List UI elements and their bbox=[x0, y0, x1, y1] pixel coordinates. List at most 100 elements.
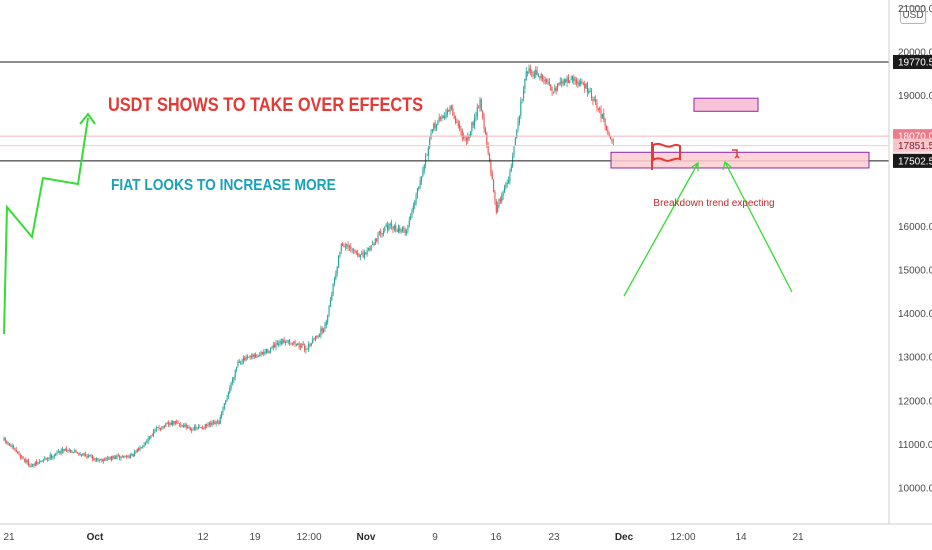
candle-body bbox=[406, 230, 408, 233]
candle-body bbox=[358, 253, 360, 257]
candle-body bbox=[393, 225, 395, 230]
candle-body bbox=[150, 435, 152, 439]
candle-body bbox=[306, 348, 308, 350]
candle-body bbox=[400, 230, 402, 232]
candle-body bbox=[486, 133, 488, 145]
candle-body bbox=[185, 424, 187, 428]
flag-icon bbox=[651, 142, 681, 170]
candle-body bbox=[276, 342, 278, 345]
time-tick-label: 9 bbox=[432, 532, 438, 543]
candle-body bbox=[340, 244, 342, 252]
price-tag: 17502.5 bbox=[893, 153, 932, 168]
currency-badge[interactable]: USD bbox=[900, 6, 926, 24]
candle-body bbox=[290, 342, 292, 344]
candle-body bbox=[505, 184, 507, 188]
price-tag-bg bbox=[893, 138, 932, 153]
price-tag-bg bbox=[893, 55, 932, 70]
candle-body bbox=[19, 454, 21, 458]
candle-body bbox=[395, 225, 397, 230]
price-tick-label: 19000.0 bbox=[898, 91, 932, 102]
candle-body bbox=[603, 113, 605, 120]
candle-body bbox=[459, 124, 461, 129]
candle-body bbox=[97, 458, 99, 461]
candle-body bbox=[163, 425, 166, 428]
candle-body bbox=[450, 106, 452, 110]
candle-body bbox=[581, 81, 583, 84]
candle-body bbox=[272, 345, 274, 348]
candle-body bbox=[169, 423, 171, 425]
time-tick-label: Oct bbox=[87, 532, 104, 543]
candles-layer bbox=[3, 64, 614, 469]
candle-body bbox=[362, 252, 364, 258]
candle-body bbox=[431, 129, 433, 133]
candle-body bbox=[501, 195, 503, 202]
candle-body bbox=[237, 361, 239, 367]
candle-body bbox=[597, 108, 599, 110]
candle-body bbox=[166, 423, 168, 425]
candle-body bbox=[449, 107, 451, 112]
candle-body bbox=[567, 76, 569, 83]
candle-body bbox=[64, 448, 66, 451]
candle-body bbox=[446, 109, 448, 115]
candle-body bbox=[488, 154, 491, 162]
candle-body bbox=[482, 111, 484, 118]
candle-body bbox=[135, 451, 137, 453]
candle-body bbox=[282, 339, 284, 344]
candle-body bbox=[483, 117, 485, 129]
candle-body bbox=[238, 361, 240, 363]
time-tick-label: 14 bbox=[735, 532, 747, 543]
candle-body bbox=[187, 427, 189, 428]
candle-body bbox=[565, 79, 567, 82]
candle-body bbox=[93, 458, 95, 460]
price-tick-label: 16000.0 bbox=[898, 222, 932, 233]
candle-body bbox=[611, 139, 613, 142]
candle-body bbox=[95, 457, 98, 460]
price-tag: 17851.5 bbox=[893, 138, 932, 153]
candle-body bbox=[222, 407, 224, 413]
candle-body bbox=[221, 412, 223, 417]
candle-body bbox=[325, 321, 327, 326]
candle-body bbox=[27, 459, 30, 466]
candle-body bbox=[463, 135, 465, 139]
candle-body bbox=[101, 458, 103, 462]
candle-body bbox=[256, 355, 258, 357]
candle-body bbox=[454, 117, 457, 123]
zigzag-arrow-head bbox=[79, 112, 96, 125]
time-tick-label: 21 bbox=[792, 532, 804, 543]
candle-body bbox=[227, 392, 229, 398]
down-marker-icon bbox=[732, 149, 740, 159]
candle-body bbox=[89, 455, 91, 457]
candle-body bbox=[336, 266, 338, 274]
candle-body bbox=[234, 370, 236, 378]
candle-body bbox=[593, 99, 595, 101]
right-up-arrow-line bbox=[724, 161, 793, 293]
candle-body bbox=[544, 79, 546, 81]
candle-body bbox=[7, 442, 9, 444]
candle-body bbox=[386, 225, 389, 230]
candle-body bbox=[474, 118, 476, 126]
candle-body bbox=[601, 113, 603, 118]
candle-body bbox=[401, 227, 404, 232]
candle-body bbox=[257, 356, 259, 358]
candle-body bbox=[427, 147, 429, 156]
candle-body bbox=[525, 71, 527, 81]
candle-body bbox=[68, 449, 70, 451]
candle-body bbox=[502, 191, 504, 196]
candle-body bbox=[87, 455, 89, 458]
candle-body bbox=[414, 201, 416, 206]
candle-body bbox=[287, 340, 289, 342]
candle-body bbox=[321, 328, 323, 332]
candle-body bbox=[577, 81, 579, 85]
candle-body bbox=[268, 351, 270, 353]
candle-body bbox=[419, 180, 421, 187]
candle-body bbox=[465, 138, 467, 141]
candle-body bbox=[229, 387, 231, 393]
candle-body bbox=[112, 455, 114, 459]
candle-body bbox=[46, 458, 49, 460]
candle-body bbox=[438, 116, 440, 121]
candle-body bbox=[540, 73, 542, 78]
candle-body bbox=[570, 79, 572, 81]
candle-body bbox=[408, 220, 410, 225]
